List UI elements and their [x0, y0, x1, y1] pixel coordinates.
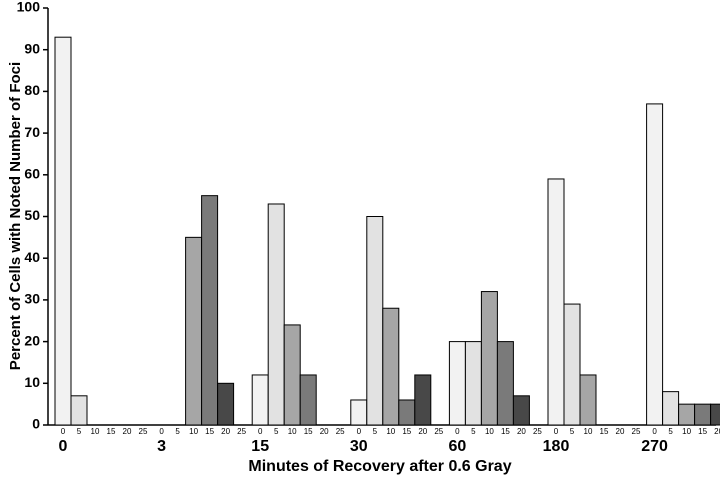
sub-category-label: 25	[533, 427, 542, 436]
bar	[579, 374, 597, 426]
sub-category-label: 5	[274, 427, 279, 436]
bar	[350, 399, 368, 426]
bar	[563, 303, 581, 426]
bar	[710, 403, 720, 426]
y-tick-label: 0	[32, 416, 40, 432]
x-axis-title: Minutes of Recovery after 0.6 Gray	[248, 458, 511, 475]
y-tick-label: 60	[24, 166, 40, 182]
sub-category-label: 10	[91, 427, 100, 436]
y-tick-label: 30	[24, 291, 40, 307]
sub-category-label: 25	[434, 427, 443, 436]
sub-category-label: 20	[714, 427, 720, 436]
bar	[464, 341, 482, 426]
bar	[496, 341, 514, 426]
sub-category-label: 0	[159, 427, 164, 436]
bar	[547, 178, 565, 426]
y-tick-label: 20	[24, 332, 40, 348]
sub-category-label: 20	[418, 427, 427, 436]
sub-category-label: 15	[600, 427, 609, 436]
bar	[267, 203, 285, 426]
sub-category-label: 15	[698, 427, 707, 436]
x-tick-label: 60	[449, 438, 467, 455]
sub-category-label: 10	[386, 427, 395, 436]
bar	[414, 374, 432, 426]
sub-category-label: 5	[175, 427, 180, 436]
sub-category-label: 25	[632, 427, 641, 436]
y-tick-label: 40	[24, 249, 40, 265]
y-tick-label: 100	[17, 0, 41, 15]
bar	[448, 341, 466, 426]
y-tick-label: 90	[24, 40, 40, 56]
sub-category-label: 15	[205, 427, 214, 436]
x-tick-label: 3	[157, 438, 166, 455]
sub-category-label: 20	[517, 427, 526, 436]
sub-category-label: 10	[288, 427, 297, 436]
bar	[299, 374, 317, 426]
sub-category-label: 0	[258, 427, 263, 436]
sub-category-label: 5	[373, 427, 378, 436]
bar	[283, 324, 301, 426]
sub-category-label: 25	[336, 427, 345, 436]
bar	[366, 216, 384, 426]
sub-category-label: 0	[61, 427, 66, 436]
bar	[251, 374, 269, 426]
x-tick-label: 15	[251, 438, 269, 455]
bar	[382, 307, 400, 426]
sub-category-label: 5	[668, 427, 673, 436]
sub-category-label: 20	[616, 427, 625, 436]
sub-category-label: 15	[107, 427, 116, 436]
x-tick-label: 270	[641, 438, 668, 455]
bar	[201, 195, 219, 426]
sub-category-label: 0	[652, 427, 657, 436]
sub-category-label: 20	[221, 427, 230, 436]
bar	[646, 103, 664, 426]
sub-category-label: 15	[402, 427, 411, 436]
y-tick-label: 50	[24, 207, 40, 223]
x-tick-label: 0	[59, 438, 68, 455]
sub-category-label: 10	[682, 427, 691, 436]
y-tick-label: 80	[24, 82, 40, 98]
sub-category-label: 25	[237, 427, 246, 436]
sub-category-label: 15	[304, 427, 313, 436]
sub-category-label: 10	[485, 427, 494, 436]
bar	[398, 399, 416, 426]
y-tick-label: 10	[24, 374, 40, 390]
bar	[480, 291, 498, 426]
sub-category-label: 15	[501, 427, 510, 436]
sub-category-label: 5	[570, 427, 575, 436]
x-tick-label: 180	[543, 438, 570, 455]
sub-category-label: 5	[77, 427, 82, 436]
y-axis-title: Percent of Cells with Noted Number of Fo…	[7, 62, 24, 370]
sub-category-label: 0	[455, 427, 460, 436]
bar	[512, 395, 530, 426]
sub-category-label: 5	[471, 427, 476, 436]
sub-category-label: 0	[357, 427, 362, 436]
sub-category-label: 25	[139, 427, 148, 436]
sub-category-label: 0	[554, 427, 559, 436]
sub-category-label: 20	[123, 427, 132, 436]
sub-category-label: 10	[584, 427, 593, 436]
y-tick-label: 70	[24, 124, 40, 140]
sub-category-label: 20	[320, 427, 329, 436]
bar	[694, 403, 712, 426]
bar	[678, 403, 696, 426]
sub-category-label: 10	[189, 427, 198, 436]
bar	[70, 395, 88, 426]
bar	[217, 382, 235, 426]
bar	[662, 391, 680, 426]
bar	[54, 36, 72, 426]
x-tick-label: 30	[350, 438, 368, 455]
bar	[185, 236, 203, 426]
